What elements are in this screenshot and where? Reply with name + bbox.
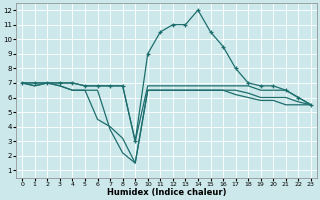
- X-axis label: Humidex (Indice chaleur): Humidex (Indice chaleur): [107, 188, 226, 197]
